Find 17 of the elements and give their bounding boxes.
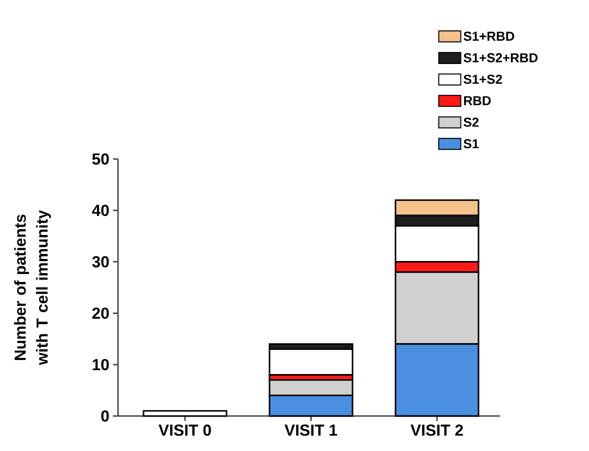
y-tick-label: 50 bbox=[92, 153, 109, 165]
legend-label: S2 bbox=[464, 118, 479, 127]
x-tick-label: VISIT 2 bbox=[410, 424, 463, 436]
y-axis-title: Number of patients with T cell immunity bbox=[14, 210, 51, 366]
y-tick-label: 40 bbox=[92, 204, 109, 216]
legend-label: S1+S2+RBD bbox=[464, 53, 538, 62]
y-tick-label: 0 bbox=[101, 410, 109, 422]
x-tick-label: VISIT 0 bbox=[158, 424, 211, 436]
x-tick-label: VISIT 1 bbox=[284, 424, 338, 436]
legend-label: S1 bbox=[464, 139, 479, 148]
legend-label: S1+RBD bbox=[464, 32, 514, 41]
legend-label: S1+S2 bbox=[464, 74, 502, 84]
y-tick-label: 30 bbox=[92, 256, 109, 268]
legend-label: RBD bbox=[464, 96, 491, 106]
y-tick-label: 20 bbox=[92, 308, 109, 319]
bar bbox=[142, 410, 228, 417]
y-tick-label: 10 bbox=[92, 358, 109, 370]
